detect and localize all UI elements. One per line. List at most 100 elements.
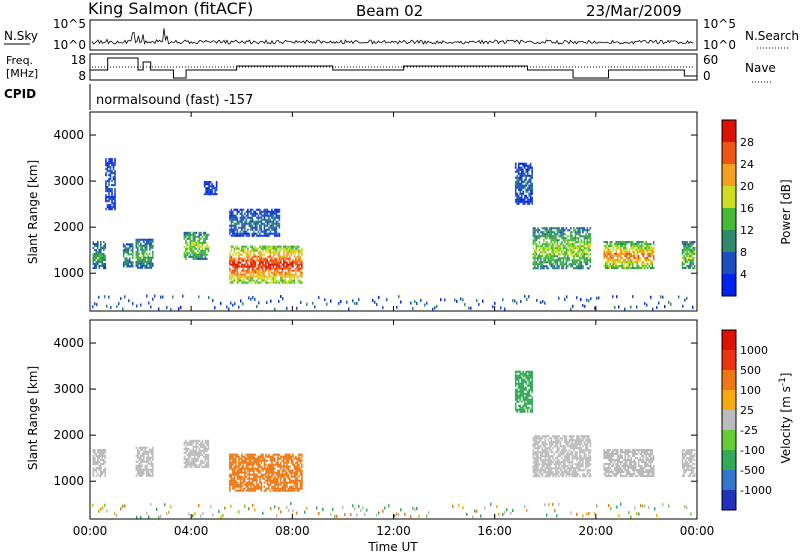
echo-cell — [639, 267, 641, 270]
echo-cell — [232, 261, 234, 264]
echo-cell — [197, 245, 199, 248]
echo-cell — [287, 465, 290, 468]
echo-cell — [278, 471, 281, 474]
echo-cell — [516, 390, 518, 393]
echo-cell — [543, 451, 545, 454]
echo-cell — [631, 263, 634, 266]
echo-cell — [582, 457, 584, 460]
echo-cell — [150, 240, 153, 243]
echo-cell — [233, 261, 236, 264]
echo-cell — [686, 261, 688, 264]
echo-cell — [274, 222, 276, 225]
echo-cell — [540, 247, 542, 250]
echo-cell — [141, 454, 144, 457]
echo-cell — [514, 166, 517, 169]
echo-cell — [268, 465, 270, 468]
echo-cell — [531, 388, 533, 391]
echo-cell — [588, 439, 590, 442]
echo-cell — [201, 235, 204, 238]
echo-cell — [692, 263, 694, 266]
echo-cell — [232, 273, 234, 276]
echo-cell — [204, 253, 207, 256]
echo-cell — [277, 477, 279, 480]
echo-cell — [546, 267, 548, 270]
echo-cell — [257, 265, 260, 268]
echo-cell — [420, 298, 422, 302]
echo-cell — [290, 279, 293, 282]
echo-cell — [687, 257, 690, 260]
echo-cell — [104, 295, 106, 299]
echo-cell — [298, 489, 300, 492]
echo-cell — [296, 463, 299, 466]
echo-cell — [604, 261, 607, 264]
echo-cell — [254, 477, 257, 480]
echo-cell — [295, 273, 297, 276]
echo-cell — [561, 465, 563, 468]
echo-cell — [573, 473, 575, 476]
echo-cell — [547, 461, 550, 464]
echo-cell — [607, 469, 610, 472]
echo-cell — [104, 265, 107, 268]
echo-cell — [109, 206, 112, 209]
echo-cell — [204, 235, 207, 238]
echo-cell — [564, 229, 566, 232]
echo-cell — [299, 461, 302, 464]
echo-cell — [250, 279, 252, 282]
echo-cell — [248, 275, 251, 278]
echo-cell — [621, 241, 623, 244]
echo-cell — [537, 441, 539, 444]
echo-cell — [229, 487, 231, 490]
echo-cell — [562, 435, 565, 438]
echo-cell — [296, 489, 299, 492]
echo-cell — [238, 259, 240, 262]
echo-cell — [140, 464, 142, 467]
echo-cell — [556, 251, 559, 254]
echo-cell — [92, 471, 95, 474]
echo-cell — [520, 394, 523, 397]
echo-cell — [519, 162, 521, 165]
echo-cell — [514, 170, 517, 173]
echo-cell — [523, 196, 526, 199]
echo-cell — [256, 485, 258, 488]
echo-cell — [268, 471, 270, 474]
echo-cell — [290, 479, 293, 482]
echo-cell — [152, 264, 154, 267]
echo-cell — [570, 467, 572, 470]
echo-cell — [104, 457, 107, 460]
echo-cell — [555, 263, 557, 266]
echo-cell — [556, 467, 559, 470]
echo-cell — [610, 241, 613, 244]
echo-cell — [568, 439, 571, 442]
echo-cell — [535, 469, 538, 472]
echo-cell — [522, 180, 524, 183]
echo-cell — [576, 435, 578, 438]
echo-cell — [606, 449, 608, 452]
echo-cell — [262, 273, 264, 276]
echo-cell — [500, 306, 502, 310]
echo-cell — [556, 435, 559, 438]
echo-cell — [298, 453, 300, 456]
echo-cell — [606, 255, 608, 258]
echo-cell — [188, 459, 190, 462]
echo-cell — [241, 475, 243, 478]
echo-cell — [681, 243, 684, 246]
echo-cell — [248, 459, 251, 462]
echo-cell — [298, 245, 300, 248]
echo-cell — [541, 255, 544, 258]
echo-cell — [584, 304, 586, 308]
echo-cell — [182, 294, 184, 298]
echo-cell — [531, 380, 533, 383]
echo-cell — [233, 249, 236, 252]
echo-cell — [112, 202, 115, 205]
echo-cell — [627, 265, 629, 268]
echo-cell — [140, 474, 142, 477]
echo-cell — [555, 247, 557, 250]
echo-cell — [265, 257, 267, 260]
echo-cell — [574, 255, 577, 258]
echo-cell — [534, 259, 536, 262]
echo-cell — [275, 224, 278, 227]
echo-cell — [558, 265, 560, 268]
echo-cell — [565, 435, 568, 438]
echo-cell — [98, 255, 101, 258]
echo-cell — [232, 259, 234, 262]
